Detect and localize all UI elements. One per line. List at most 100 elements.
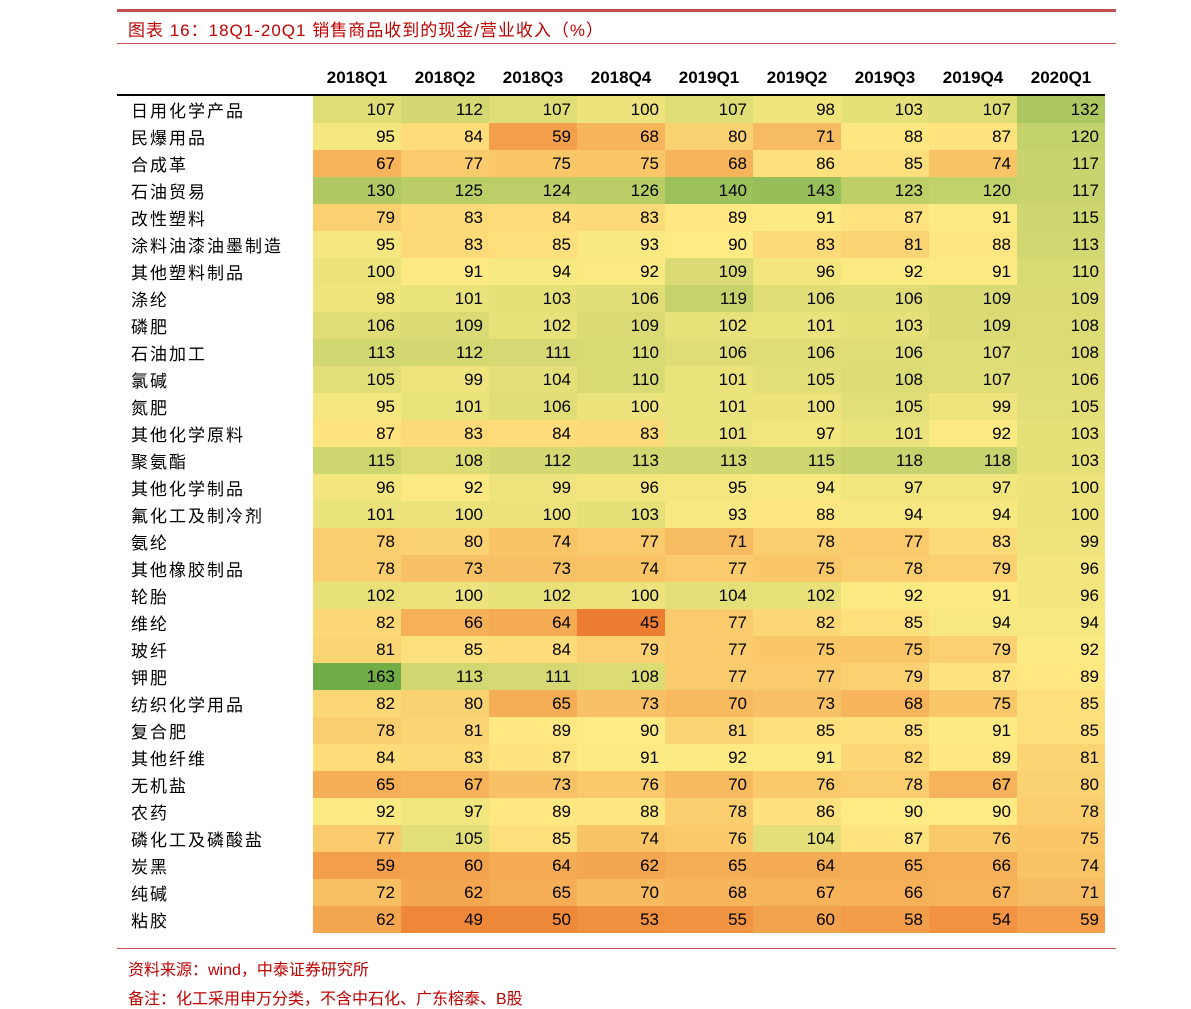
value-cell: 78 — [665, 798, 753, 825]
value-cell: 99 — [401, 366, 489, 393]
row-label: 复合肥 — [131, 723, 188, 742]
value-cell: 79 — [841, 663, 929, 690]
value-cell: 72 — [313, 879, 401, 906]
value-cell: 105 — [313, 366, 401, 393]
value-cell: 62 — [577, 852, 665, 879]
value-cell: 60 — [753, 906, 841, 933]
value-cell: 92 — [577, 258, 665, 285]
table-row: 改性塑料 79 83 84 83 89 91 87 91 115 — [117, 204, 1105, 231]
row-label: 磷化工及磷酸盐 — [131, 831, 264, 850]
table-row: 无机盐 65 67 73 76 70 76 78 67 80 — [117, 771, 1105, 798]
value-cell: 83 — [929, 528, 1017, 555]
value-cell: 74 — [489, 528, 577, 555]
value-cell: 78 — [313, 528, 401, 555]
value-cell: 77 — [313, 825, 401, 852]
table-row: 其他塑料制品 100 91 94 92 109 96 92 91 110 — [117, 258, 1105, 285]
value-cell: 98 — [313, 285, 401, 312]
value-cell: 97 — [401, 798, 489, 825]
value-cell: 78 — [841, 555, 929, 582]
value-cell: 109 — [665, 258, 753, 285]
value-cell: 105 — [401, 825, 489, 852]
row-label: 氮肥 — [131, 399, 169, 418]
value-cell: 80 — [1017, 771, 1105, 798]
row-label: 其他化学制品 — [131, 480, 245, 499]
value-cell: 102 — [489, 312, 577, 339]
value-cell: 96 — [313, 474, 401, 501]
table-row: 聚氨酯 115 108 112 113 113 115 118 118 103 — [117, 447, 1105, 474]
value-cell: 77 — [665, 609, 753, 636]
value-cell: 100 — [1017, 474, 1105, 501]
value-cell: 111 — [489, 663, 577, 690]
value-cell: 100 — [753, 393, 841, 420]
value-cell: 163 — [313, 663, 401, 690]
value-cell: 81 — [1017, 744, 1105, 771]
value-cell: 83 — [401, 420, 489, 447]
row-label: 玻纤 — [131, 642, 169, 661]
value-cell: 87 — [929, 663, 1017, 690]
value-cell: 97 — [753, 420, 841, 447]
value-cell: 98 — [753, 95, 841, 123]
value-cell: 59 — [313, 852, 401, 879]
value-cell: 66 — [841, 879, 929, 906]
table-row: 日用化学产品 107 112 107 100 107 98 103 107 132 — [117, 95, 1105, 123]
value-cell: 95 — [665, 474, 753, 501]
value-cell: 65 — [665, 852, 753, 879]
value-cell: 68 — [577, 123, 665, 150]
value-cell: 100 — [1017, 501, 1105, 528]
value-cell: 75 — [753, 555, 841, 582]
row-label: 改性塑料 — [131, 210, 207, 229]
row-label: 纺织化学用品 — [131, 696, 245, 715]
value-cell: 118 — [841, 447, 929, 474]
value-cell: 85 — [1017, 717, 1105, 744]
value-cell: 76 — [665, 825, 753, 852]
title-rule — [117, 43, 1116, 44]
value-cell: 76 — [929, 825, 1017, 852]
value-cell: 87 — [929, 123, 1017, 150]
value-cell: 74 — [577, 825, 665, 852]
value-cell: 120 — [929, 177, 1017, 204]
table-row: 民爆用品 95 84 59 68 80 71 88 87 120 — [117, 123, 1105, 150]
table-row: 磷肥 106 109 102 109 102 101 103 109 108 — [117, 312, 1105, 339]
value-cell: 108 — [577, 663, 665, 690]
table-row: 涂料油漆油墨制造 95 83 85 93 90 83 81 88 113 — [117, 231, 1105, 258]
value-cell: 71 — [1017, 879, 1105, 906]
value-cell: 91 — [753, 744, 841, 771]
value-cell: 113 — [665, 447, 753, 474]
table-row: 轮胎 102 100 102 100 104 102 92 91 96 — [117, 582, 1105, 609]
value-cell: 110 — [577, 366, 665, 393]
value-cell: 64 — [753, 852, 841, 879]
value-cell: 113 — [313, 339, 401, 366]
value-cell: 77 — [577, 528, 665, 555]
table-row: 纯碱 72 62 65 70 68 67 66 67 71 — [117, 879, 1105, 906]
value-cell: 49 — [401, 906, 489, 933]
value-cell: 106 — [753, 339, 841, 366]
value-cell: 91 — [401, 258, 489, 285]
row-label: 其他塑料制品 — [131, 264, 245, 283]
value-cell: 75 — [577, 150, 665, 177]
value-cell: 59 — [1017, 906, 1105, 933]
value-cell: 76 — [577, 771, 665, 798]
value-cell: 97 — [841, 474, 929, 501]
value-cell: 101 — [401, 285, 489, 312]
value-cell: 80 — [401, 528, 489, 555]
row-label: 粘胶 — [131, 912, 169, 931]
value-cell: 67 — [753, 879, 841, 906]
value-cell: 80 — [665, 123, 753, 150]
value-cell: 112 — [401, 95, 489, 123]
value-cell: 79 — [577, 636, 665, 663]
value-cell: 82 — [841, 744, 929, 771]
value-cell: 79 — [929, 555, 1017, 582]
row-label: 无机盐 — [131, 777, 188, 796]
value-cell: 107 — [489, 95, 577, 123]
value-cell: 81 — [313, 636, 401, 663]
value-cell: 140 — [665, 177, 753, 204]
value-cell: 123 — [841, 177, 929, 204]
value-cell: 109 — [1017, 285, 1105, 312]
value-cell: 70 — [665, 771, 753, 798]
value-cell: 113 — [401, 663, 489, 690]
value-cell: 100 — [577, 95, 665, 123]
row-label: 维纶 — [131, 615, 169, 634]
value-cell: 117 — [1017, 150, 1105, 177]
value-cell: 68 — [665, 879, 753, 906]
value-cell: 132 — [1017, 95, 1105, 123]
